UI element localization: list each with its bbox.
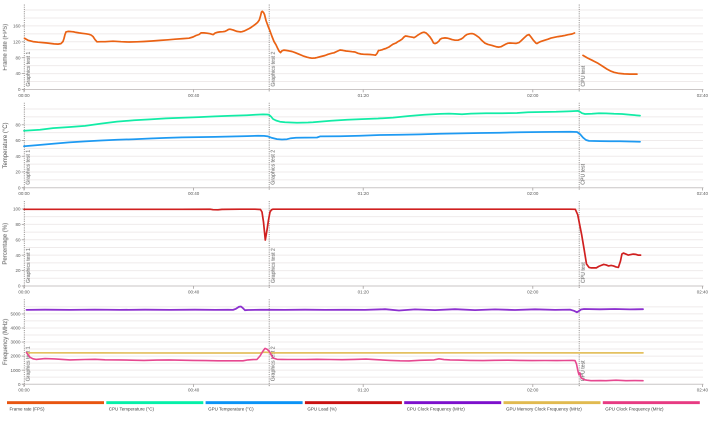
svg-text:0: 0	[18, 185, 21, 190]
svg-text:Graphics test 2: Graphics test 2	[271, 51, 277, 86]
svg-text:CPU test: CPU test	[581, 65, 587, 86]
svg-text:0: 0	[18, 87, 21, 92]
svg-text:20: 20	[15, 170, 21, 175]
svg-text:CPU test: CPU test	[581, 163, 587, 184]
svg-text:Graphics test 1: Graphics test 1	[26, 248, 32, 283]
svg-text:CPU test: CPU test	[581, 360, 587, 381]
svg-text:GPU Temperature (°C): GPU Temperature (°C)	[208, 407, 254, 412]
svg-text:80: 80	[15, 222, 21, 227]
svg-text:Frequency (MHz): Frequency (MHz)	[3, 319, 9, 365]
svg-text:Graphics test 1: Graphics test 1	[26, 51, 32, 86]
svg-text:160: 160	[13, 23, 21, 28]
svg-text:Graphics test 1: Graphics test 1	[26, 346, 32, 381]
svg-text:5000: 5000	[10, 312, 21, 317]
svg-text:40: 40	[15, 154, 21, 159]
svg-text:3000: 3000	[10, 340, 21, 345]
svg-text:Graphics test 2: Graphics test 2	[271, 346, 277, 381]
svg-text:Temperature (°C): Temperature (°C)	[3, 122, 9, 168]
svg-text:00:40: 00:40	[188, 388, 200, 393]
svg-text:60: 60	[15, 138, 21, 143]
svg-text:120: 120	[13, 39, 21, 44]
svg-text:01:20: 01:20	[358, 388, 370, 393]
svg-text:60: 60	[15, 237, 21, 242]
svg-text:02:40: 02:40	[697, 93, 708, 98]
svg-text:GPU Memory Clock Frequency (MH: GPU Memory Clock Frequency (MHz)	[506, 407, 582, 412]
svg-text:CPU test: CPU test	[581, 262, 587, 283]
svg-text:40: 40	[15, 71, 21, 76]
svg-text:GPU Load (%): GPU Load (%)	[307, 407, 337, 412]
svg-text:CPU Clock Frequency (MHz): CPU Clock Frequency (MHz)	[407, 407, 466, 412]
svg-text:2000: 2000	[10, 354, 21, 359]
svg-text:02:00: 02:00	[527, 191, 539, 196]
svg-text:20: 20	[15, 268, 21, 273]
svg-text:Frame rate (FPS): Frame rate (FPS)	[3, 24, 9, 71]
svg-text:02:40: 02:40	[697, 388, 708, 393]
svg-text:00:00: 00:00	[18, 388, 30, 393]
svg-text:01:20: 01:20	[358, 191, 370, 196]
svg-text:00:40: 00:40	[188, 191, 200, 196]
svg-text:00:40: 00:40	[188, 93, 200, 98]
svg-text:Graphics test 2: Graphics test 2	[271, 248, 277, 283]
svg-text:Percentage (%): Percentage (%)	[3, 223, 9, 265]
svg-text:00:00: 00:00	[18, 289, 30, 294]
svg-text:Frame rate (FPS): Frame rate (FPS)	[9, 407, 45, 412]
svg-text:GPU Clock Frequency (MHz): GPU Clock Frequency (MHz)	[605, 407, 664, 412]
svg-text:100: 100	[13, 207, 21, 212]
svg-text:02:40: 02:40	[697, 191, 708, 196]
svg-text:Graphics test 2: Graphics test 2	[271, 150, 277, 185]
svg-text:0: 0	[18, 382, 21, 387]
svg-text:02:00: 02:00	[527, 388, 539, 393]
svg-text:CPU Temperature (°C): CPU Temperature (°C)	[109, 407, 155, 412]
svg-text:40: 40	[15, 253, 21, 258]
svg-text:4000: 4000	[10, 326, 21, 331]
svg-text:1000: 1000	[10, 368, 21, 373]
svg-text:00:00: 00:00	[18, 93, 30, 98]
svg-text:80: 80	[15, 122, 21, 127]
svg-text:00:00: 00:00	[18, 191, 30, 196]
svg-text:02:00: 02:00	[527, 289, 539, 294]
svg-text:Graphics test 1: Graphics test 1	[26, 150, 32, 185]
svg-text:02:40: 02:40	[697, 289, 708, 294]
svg-text:0: 0	[18, 284, 21, 289]
svg-text:80: 80	[15, 55, 21, 60]
svg-text:01:20: 01:20	[358, 93, 370, 98]
svg-text:00:40: 00:40	[188, 289, 200, 294]
svg-text:01:20: 01:20	[358, 289, 370, 294]
svg-text:02:00: 02:00	[527, 93, 539, 98]
